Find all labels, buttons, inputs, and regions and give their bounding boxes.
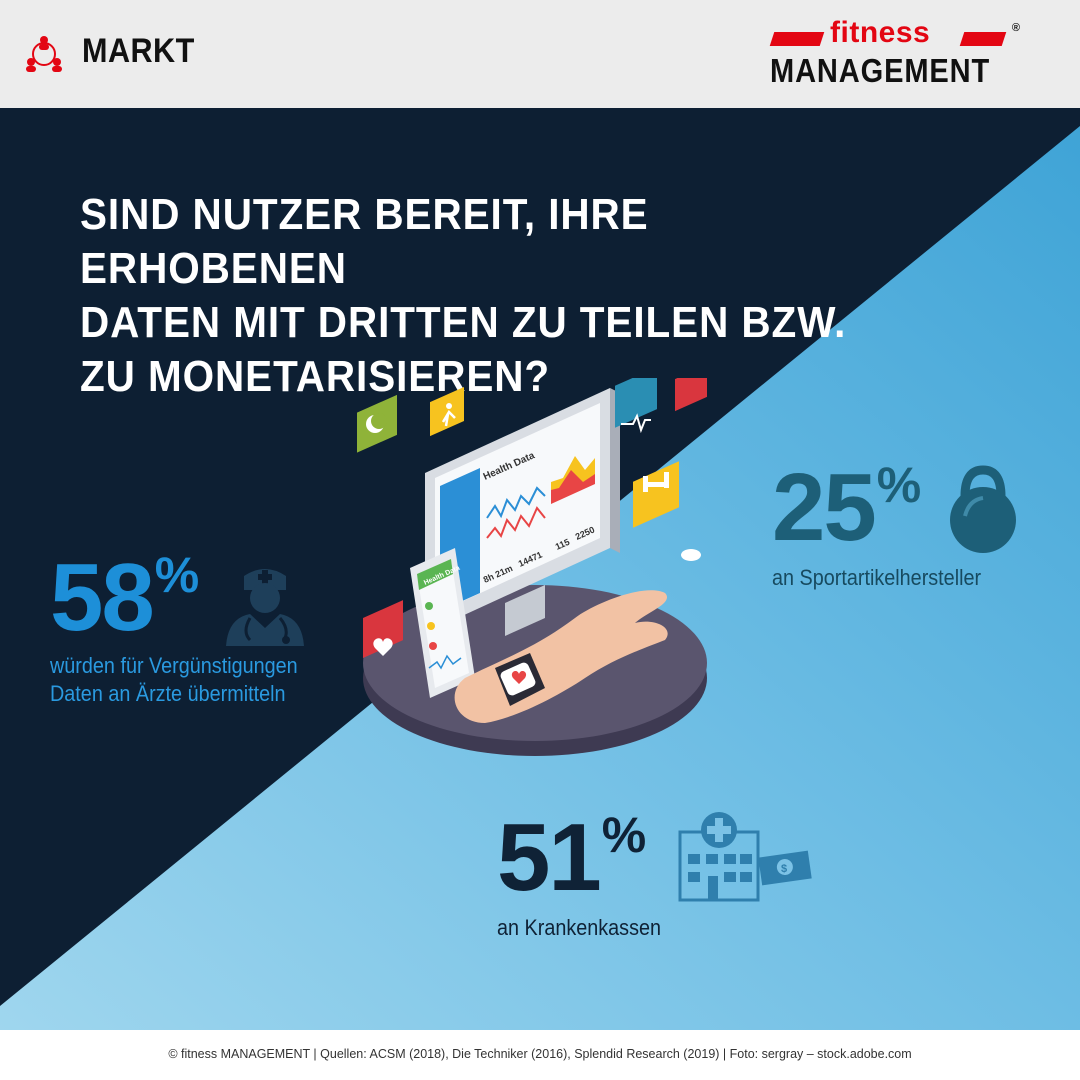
- infographic-main: SIND NUTZER BEREIT, IHRE ERHOBENEN DATEN…: [0, 108, 1080, 1030]
- section-label: MARKT: [82, 32, 195, 70]
- logo-registered-mark: ®: [1011, 22, 1020, 34]
- dumbbell-app-icon: [633, 461, 679, 528]
- logo-bar-left: [769, 32, 825, 46]
- stat-description: an Sportartikelhersteller: [772, 565, 982, 590]
- hand-with-smartwatch: [454, 590, 668, 723]
- heart-app-icon: [363, 600, 403, 658]
- sleep-app-icon: [357, 394, 397, 453]
- doctor-icon: [226, 569, 304, 646]
- stat-value: 58: [50, 544, 155, 651]
- footer: © fitness MANAGEMENT | Quellen: ACSM (20…: [0, 1030, 1080, 1080]
- stat-aerzte: 58% würden für Vergünstigungen Daten an …: [50, 550, 380, 708]
- cloud-app-icon: [675, 378, 707, 561]
- fitness-management-logo: fitness ® MANAGEMENT: [769, 16, 1020, 94]
- running-app-icon: [430, 387, 464, 437]
- heartbeat-app-icon: [615, 378, 657, 434]
- stat-value: 51: [497, 804, 602, 911]
- stat-krankenkassen: 51% an Krankenkassen: [497, 810, 757, 942]
- footer-credits: © fitness MANAGEMENT | Quellen: ACSM (20…: [168, 1047, 912, 1061]
- main-question-title: SIND NUTZER BEREIT, IHRE ERHOBENEN DATEN…: [80, 190, 847, 401]
- stat-description: an Krankenkassen: [497, 915, 662, 940]
- network-people-icon: [26, 36, 62, 72]
- stat-unit: %: [154, 547, 200, 603]
- stat-value: 25: [772, 454, 877, 561]
- stat-unit: %: [601, 807, 647, 863]
- kettlebell-icon: [950, 465, 1016, 553]
- stat-sportartikel: 25% an Sportartikelhersteller: [772, 460, 1052, 592]
- smartphone: Health Data: [410, 548, 475, 698]
- hospital-money-icon: $: [678, 812, 812, 902]
- logo-word-bottom: MANAGEMENT: [770, 52, 991, 89]
- svg-text:$: $: [781, 863, 787, 875]
- header-bar: MARKT fitness ® MANAGEMENT: [0, 0, 1080, 108]
- logo-bar-right: [959, 32, 1007, 46]
- logo-word-top: fitness: [830, 16, 931, 49]
- stat-unit: %: [876, 457, 922, 513]
- stat-description: würden für Vergünstigungen Daten an Ärzt…: [50, 653, 298, 706]
- health-data-illustration: Health Data 8h 21m 14471 115 2250 Health…: [357, 378, 707, 756]
